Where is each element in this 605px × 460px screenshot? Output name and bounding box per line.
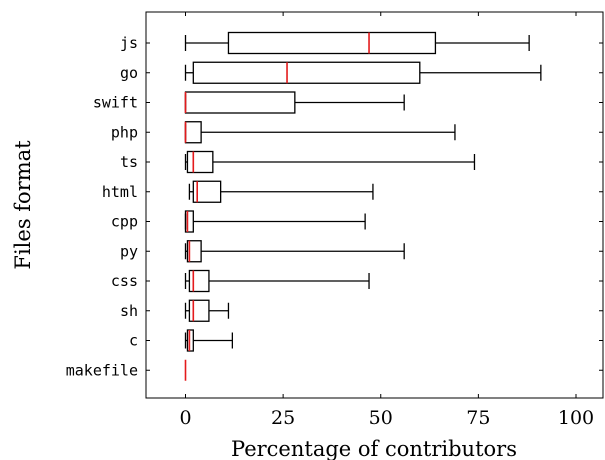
y-tick-label: makefile	[66, 361, 138, 379]
y-tick-label: html	[102, 183, 138, 201]
box-iqr	[186, 150, 214, 174]
box-css	[184, 269, 370, 293]
y-axis-title: Files format	[11, 140, 35, 270]
box-iqr	[186, 240, 202, 263]
box-series	[184, 31, 542, 381]
y-tick-label: py	[120, 242, 138, 260]
box-iqr	[192, 180, 222, 203]
x-tick-label: 50	[369, 407, 393, 429]
box-js	[184, 31, 530, 55]
box-iqr	[192, 61, 421, 84]
x-axis-ticks: 0 25 50 75 100	[179, 12, 594, 429]
box-cpp	[184, 210, 366, 233]
box-go	[184, 61, 542, 84]
y-tick-label: cpp	[111, 213, 138, 231]
y-tick-label: sh	[120, 302, 138, 320]
box-iqr	[227, 31, 437, 55]
x-axis-title: Percentage of contributors	[231, 437, 517, 460]
box-swift	[184, 91, 405, 114]
y-tick-label: c	[129, 332, 138, 350]
y-tick-label: ts	[120, 153, 138, 171]
y-axis-ticks: js go swift php ts html cpp py css sh c makefile	[66, 34, 603, 379]
plot-area-frame	[145, 11, 604, 399]
box-iqr	[184, 91, 296, 114]
box-ts	[184, 150, 476, 174]
box-iqr	[188, 299, 210, 322]
x-tick-label: 100	[558, 407, 594, 429]
box-iqr	[188, 269, 210, 293]
box-sh	[184, 299, 230, 322]
box-html	[188, 180, 374, 203]
y-tick-label: js	[120, 34, 138, 52]
box-iqr	[186, 329, 194, 352]
x-tick-label: 25	[271, 407, 295, 429]
y-tick-label: go	[120, 64, 138, 82]
x-tick-label: 0	[179, 407, 191, 429]
x-tick-label: 75	[466, 407, 490, 429]
box-py	[184, 240, 405, 263]
box-c	[184, 329, 234, 352]
y-tick-label: css	[111, 272, 138, 290]
y-tick-label: swift	[93, 94, 138, 112]
box-iqr	[184, 121, 202, 144]
box-iqr	[184, 210, 194, 233]
y-tick-label: php	[111, 123, 138, 141]
box-php	[184, 121, 456, 144]
